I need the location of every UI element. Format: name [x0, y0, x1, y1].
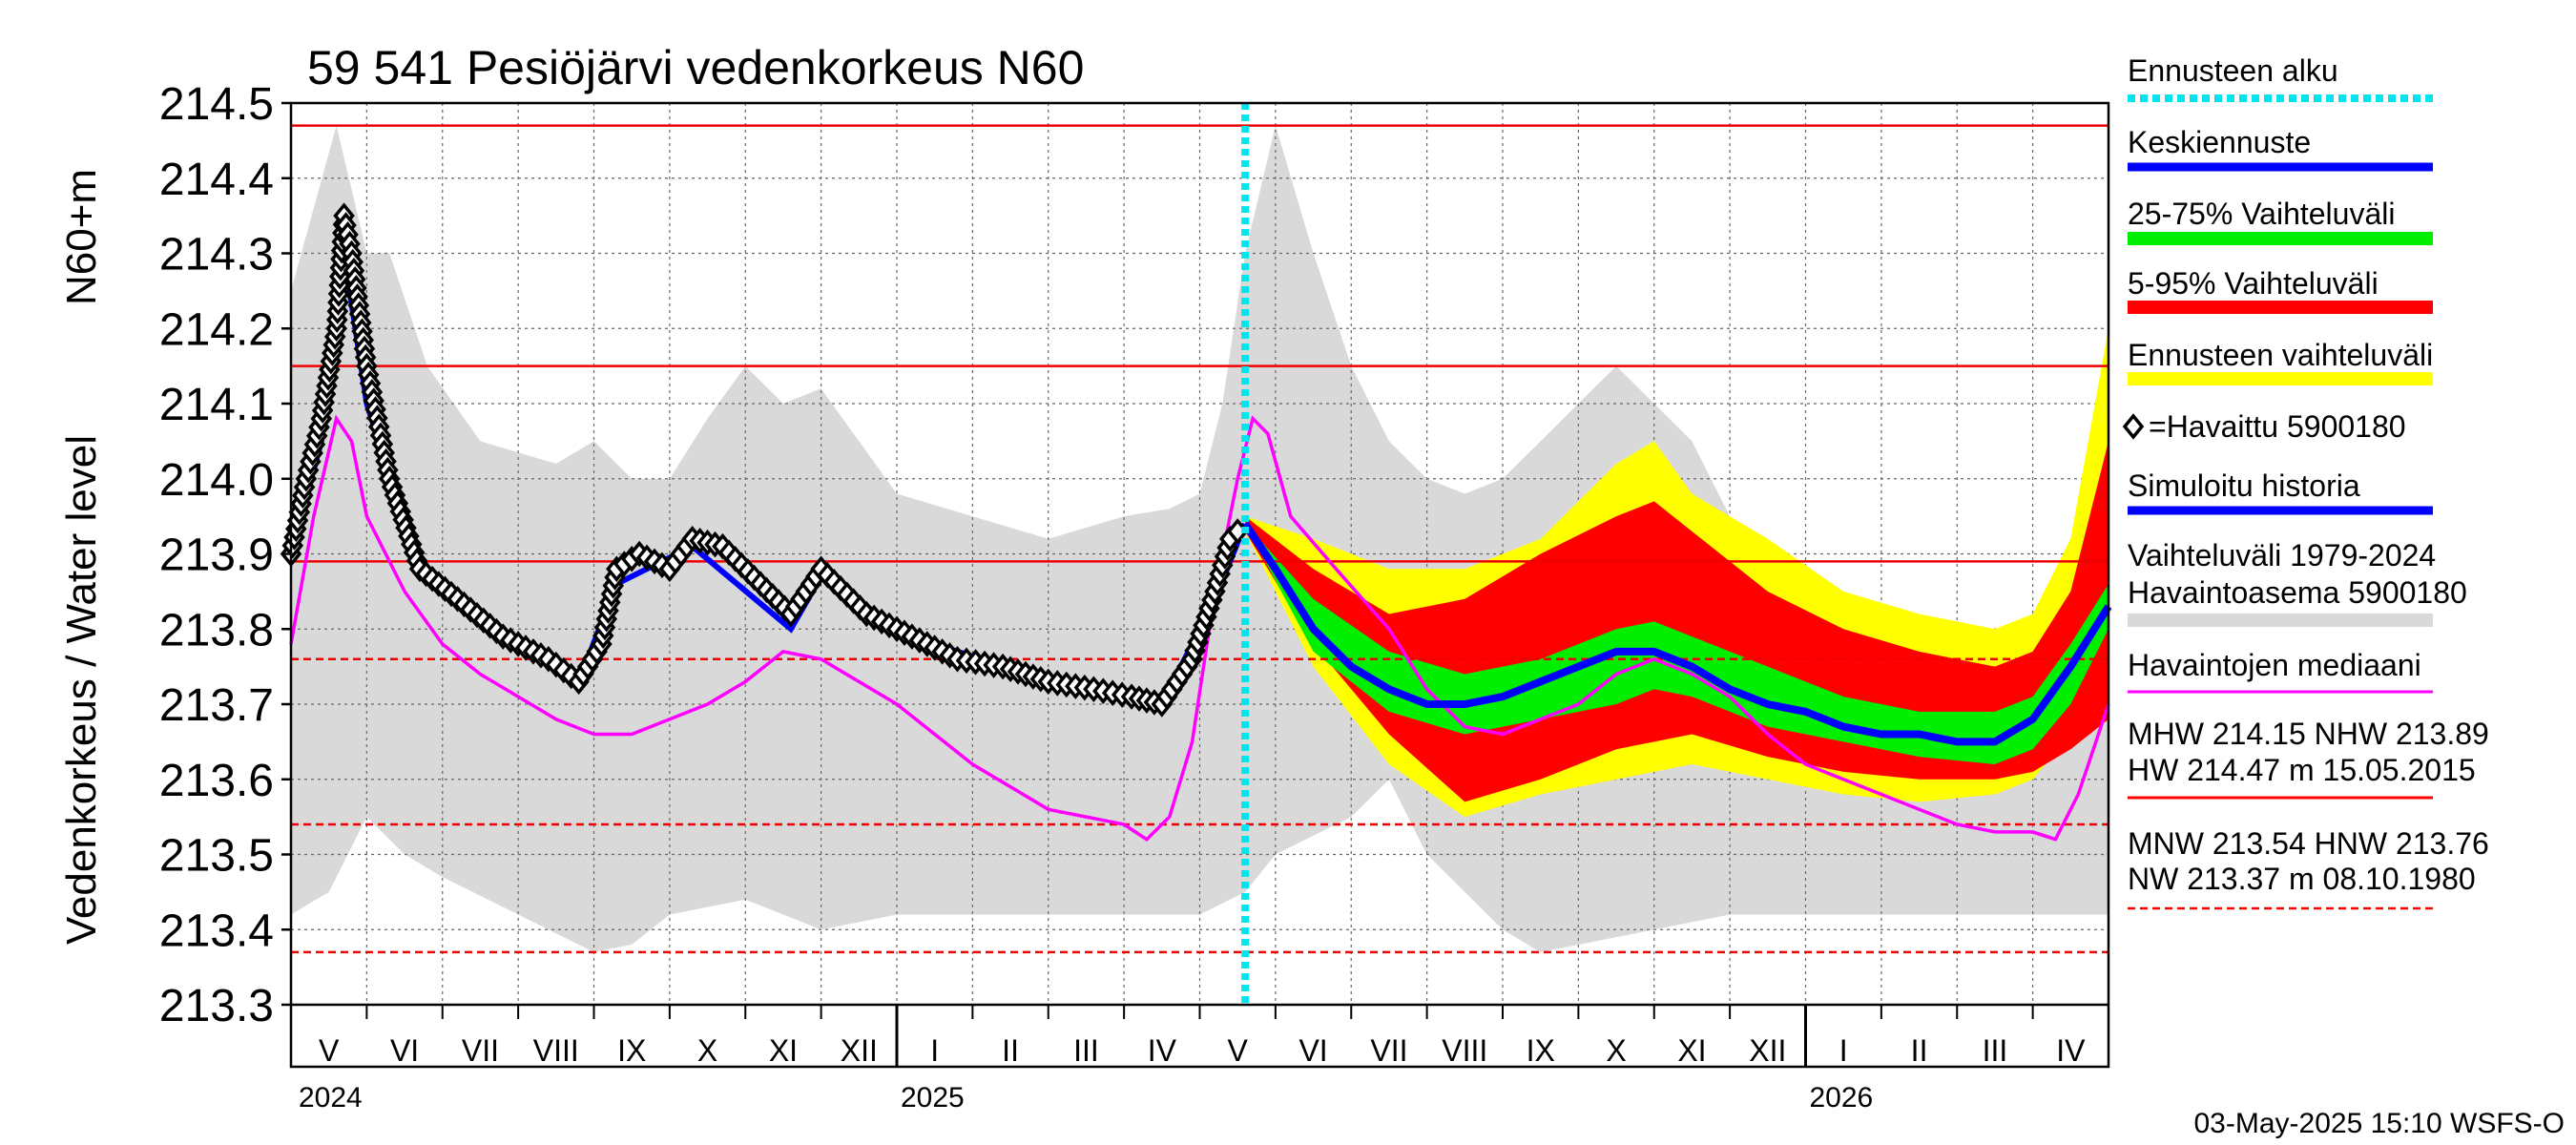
month-label: IX [617, 1033, 646, 1068]
month-label: VIII [1442, 1033, 1487, 1068]
legend-label: MHW 214.15 NHW 213.89 [2128, 717, 2489, 751]
month-label: II [1911, 1033, 1928, 1068]
y-tick-label: 213.4 [159, 906, 274, 956]
y-tick-label: 214.2 [159, 304, 274, 355]
y-tick-label: 213.7 [159, 680, 274, 731]
legend-label: Vaihteluväli 1979-2024 [2128, 538, 2436, 572]
month-label: VIII [533, 1033, 579, 1068]
plot-frame [289, 101, 2110, 1069]
legend-label: Havaintojen mediaani [2128, 648, 2421, 682]
series-observed [280, 202, 1249, 718]
month-label: VI [1298, 1033, 1327, 1068]
month-label: I [1839, 1033, 1848, 1068]
y-tick-label: 213.8 [159, 605, 274, 656]
month-label: XI [1677, 1033, 1706, 1068]
y-tick-label: 214.3 [159, 230, 274, 281]
y-tick-label: 213.3 [159, 981, 274, 1031]
month-label: III [1983, 1033, 2008, 1068]
year-label: 2025 [901, 1082, 965, 1114]
month-label: XI [769, 1033, 798, 1068]
legend-marker-observed [2122, 413, 2145, 440]
legend-label: Keskiennuste [2128, 125, 2311, 159]
series-mean-forecast [1241, 521, 2112, 746]
month-label: IV [1148, 1033, 1177, 1068]
legend-label: 25-75% Vaihteluväli [2128, 197, 2395, 231]
month-label: IX [1527, 1033, 1555, 1068]
legend: Ennusteen alku Keskiennuste 25-75% Vaihtel… [2122, 53, 2489, 910]
y-tick-label: 214.4 [159, 155, 274, 205]
month-label: XII [1749, 1033, 1786, 1068]
legend-label: HW 214.47 m 15.05.2015 [2128, 753, 2476, 787]
legend-label: 5-95% Vaihteluväli [2128, 266, 2379, 301]
legend-label: Simuloitu historia [2128, 468, 2360, 503]
month-label: V [1228, 1033, 1249, 1068]
y-axis-label: Vedenkorkeus / Water level [58, 435, 105, 945]
legend-label: Havaintoasema 5900180 [2128, 575, 2467, 610]
year-label: 2024 [299, 1082, 363, 1114]
month-label: III [1073, 1033, 1099, 1068]
month-label: X [697, 1033, 717, 1068]
legend-label: NW 213.37 m 08.10.1980 [2128, 862, 2476, 896]
month-label: V [319, 1033, 340, 1068]
legend-label: Ennusteen vaihteluväli [2128, 338, 2433, 372]
y-tick-label: 213.6 [159, 756, 274, 806]
y-tick-label: 213.9 [159, 531, 274, 581]
year-label: 2026 [1810, 1082, 1874, 1114]
chart-title: 59 541 Pesiöjärvi vedenkorkeus N60 [307, 41, 1084, 94]
month-label: XII [841, 1033, 878, 1068]
month-label: II [1002, 1033, 1019, 1068]
series-median [289, 414, 2110, 842]
plot-area: 213.3 213.4 213.5 213.6 213.7 213.8 213.9 214.0… [159, 79, 2112, 1114]
month-label: I [930, 1033, 939, 1068]
legend-label: =Havaittu 5900180 [2149, 409, 2406, 444]
y-tick-label: 214.1 [159, 380, 274, 430]
month-label: X [1606, 1033, 1626, 1068]
y-tick-label: 213.5 [159, 831, 274, 882]
y-axis-unit-label: N60+m [58, 169, 105, 305]
month-label: IV [2056, 1033, 2086, 1068]
y-tick-label: 214.5 [159, 79, 274, 130]
month-label: VII [1370, 1033, 1407, 1068]
month-label: VI [390, 1033, 419, 1068]
month-label: VII [462, 1033, 499, 1068]
legend-label: Ennusteen alku [2128, 53, 2338, 88]
y-tick-label: 214.0 [159, 455, 274, 506]
timestamp-footer: 03-May-2025 15:10 WSFS-O [2194, 1108, 2566, 1139]
legend-label: MNW 213.54 HNW 213.76 [2128, 826, 2489, 861]
